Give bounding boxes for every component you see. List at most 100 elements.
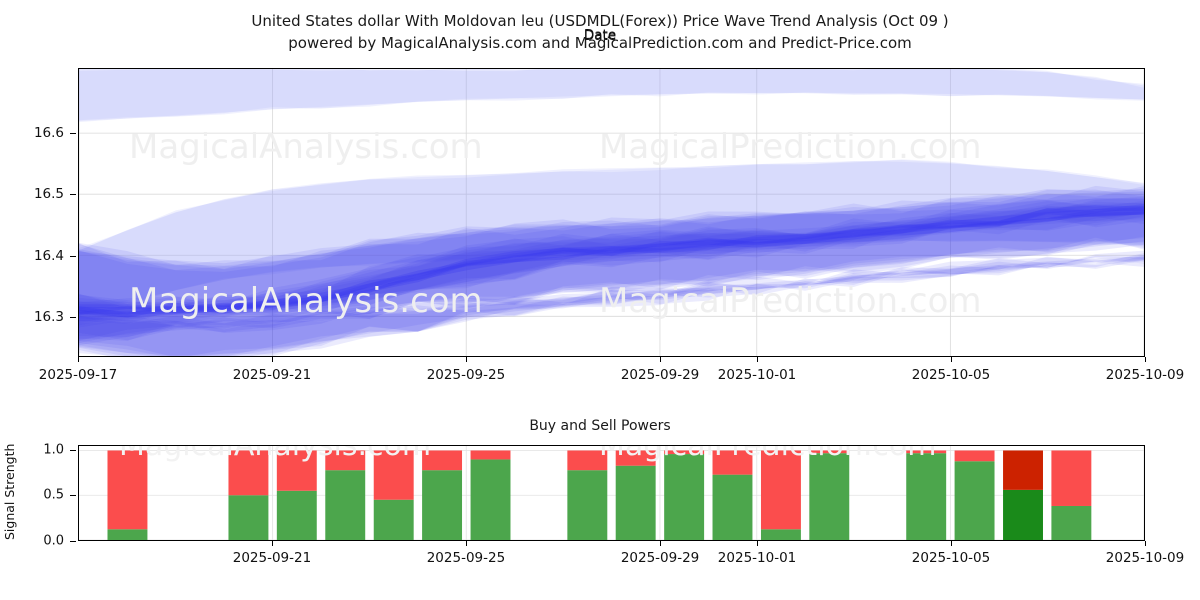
price-wave-band <box>79 205 1144 325</box>
price-x-axis-label: Date <box>583 28 617 44</box>
bar-x-tick-mark <box>271 541 273 546</box>
sell-power-bar[interactable] <box>228 450 269 496</box>
bar-x-tick-label: 2025-10-09 <box>1105 550 1185 566</box>
sell-power-bar[interactable] <box>664 450 705 455</box>
buy-power-bar[interactable] <box>1003 489 1043 540</box>
price-wave-band <box>79 202 1144 322</box>
price-wave-band <box>79 188 1144 346</box>
price-wave-band <box>79 193 1144 338</box>
sell-power-bar[interactable] <box>712 450 753 475</box>
price-wave-band <box>79 186 1144 341</box>
price-median-wave-line <box>79 204 1144 311</box>
price-x-axis: 2025-09-17 2025-09-21 2025-09-25 2025-09-29… <box>0 357 1200 397</box>
price-x-tick-label: 2025-09-21 <box>232 367 312 383</box>
sell-power-bar[interactable] <box>567 450 608 471</box>
sell-power-bar[interactable] <box>1051 450 1092 506</box>
buy-power-bar[interactable] <box>809 453 850 540</box>
price-wave-band <box>79 185 1144 344</box>
price-x-tick-mark <box>1145 357 1146 362</box>
bar-x-tick-mark <box>951 541 953 546</box>
price-wave-svg <box>79 69 1144 356</box>
price-x-tick-label: 2025-09-29 <box>620 367 700 383</box>
buy-power-bar[interactable] <box>276 490 317 540</box>
buy-power-bar[interactable] <box>1051 505 1092 540</box>
sell-power-bar[interactable] <box>422 450 463 471</box>
price-wave-band <box>79 254 1144 356</box>
bar-x-tick-mark <box>465 541 467 546</box>
sell-power-bar[interactable] <box>276 450 317 491</box>
price-x-tick-mark <box>271 357 273 362</box>
price-x-tick-label: 2025-09-17 <box>38 367 118 383</box>
bar-y-tick-mark <box>70 495 76 497</box>
buy-power-bar[interactable] <box>712 474 753 540</box>
buy-power-bar[interactable] <box>373 499 414 540</box>
bar-y-axis: 0.0 0.5 1.0 <box>0 442 76 549</box>
price-wave-band <box>79 69 1144 122</box>
price-wave-band <box>79 201 1144 324</box>
bar-x-tick-label: 2025-10-05 <box>911 550 991 566</box>
price-x-tick-mark <box>951 357 953 362</box>
bar-x-tick-label: 2025-09-29 <box>620 550 700 566</box>
price-y-tick-mark <box>70 317 76 319</box>
price-wave-band <box>79 159 1144 314</box>
buy-power-bar[interactable] <box>664 454 705 540</box>
price-wave-band <box>79 160 1144 315</box>
bar-y-tick-mark <box>70 541 76 542</box>
price-wave-band <box>79 196 1144 323</box>
buy-power-bar[interactable] <box>567 470 608 540</box>
sell-power-bar[interactable] <box>906 450 947 454</box>
price-wave-band <box>79 191 1144 340</box>
bar-x-axis-label: Date <box>583 27 617 43</box>
buy-power-bar[interactable] <box>615 465 656 540</box>
sell-power-bar[interactable] <box>470 450 511 460</box>
price-x-tick-mark <box>465 357 467 362</box>
sell-power-bar[interactable] <box>107 450 148 530</box>
bar-y-tick-mark <box>70 449 76 451</box>
buy-power-bar[interactable] <box>760 529 801 540</box>
sell-power-bar[interactable] <box>954 450 995 462</box>
price-median-wave-line <box>79 208 1144 318</box>
sell-power-bar[interactable] <box>615 450 656 466</box>
price-wave-band <box>79 257 1144 356</box>
buy-sell-bars-svg <box>79 446 1144 540</box>
sell-power-bar[interactable] <box>1003 450 1043 490</box>
price-x-tick-mark <box>757 357 759 362</box>
bar-y-axis-label: Signal Strength <box>2 443 17 540</box>
price-y-tick-label: 16.6 <box>33 124 64 141</box>
price-wave-band <box>79 69 1144 123</box>
sell-power-bar[interactable] <box>760 450 801 530</box>
price-wave-band <box>79 69 1144 121</box>
price-wave-band <box>79 257 1144 356</box>
buy-power-bar[interactable] <box>906 453 947 540</box>
buy-power-bar[interactable] <box>954 461 995 540</box>
bar-y-tick-label: 0.0 <box>43 533 64 549</box>
sell-power-bar[interactable] <box>325 450 366 471</box>
price-median-wave-line <box>79 205 1144 318</box>
price-median-wave-line <box>79 207 1144 315</box>
bar-x-tick-mark <box>757 541 759 546</box>
buy-power-bar[interactable] <box>470 459 511 540</box>
price-x-tick-label: 2025-10-09 <box>1105 367 1185 383</box>
price-y-axis-label: Price <box>0 167 4 200</box>
price-wave-band <box>79 189 1144 341</box>
bar-y-tick-label: 0.5 <box>43 487 64 503</box>
price-y-tick-mark <box>70 255 76 257</box>
buy-power-bar[interactable] <box>325 470 366 540</box>
price-wave-band <box>79 255 1144 356</box>
chart-title-block: United States dollar With Moldovan leu (… <box>0 10 1200 54</box>
price-x-tick-label: 2025-09-25 <box>426 367 506 383</box>
buy-power-bar[interactable] <box>422 470 463 540</box>
price-wave-band <box>79 200 1144 326</box>
price-wave-band <box>79 250 1144 356</box>
page-subtitle: powered by MagicalAnalysis.com and Magic… <box>288 34 912 52</box>
page-title: United States dollar With Moldovan leu (… <box>251 12 949 30</box>
price-wave-plot: MagicalAnalysis.com MagicalPrediction.co… <box>78 68 1145 357</box>
buy-power-bar[interactable] <box>107 529 148 540</box>
sell-power-bar[interactable] <box>373 450 414 500</box>
sell-power-bar[interactable] <box>809 450 850 454</box>
price-wave-band <box>79 161 1144 317</box>
bar-y-tick-label: 1.0 <box>43 442 64 458</box>
buy-power-bar[interactable] <box>228 495 269 540</box>
bar-x-tick-label: 2025-10-01 <box>717 550 797 566</box>
